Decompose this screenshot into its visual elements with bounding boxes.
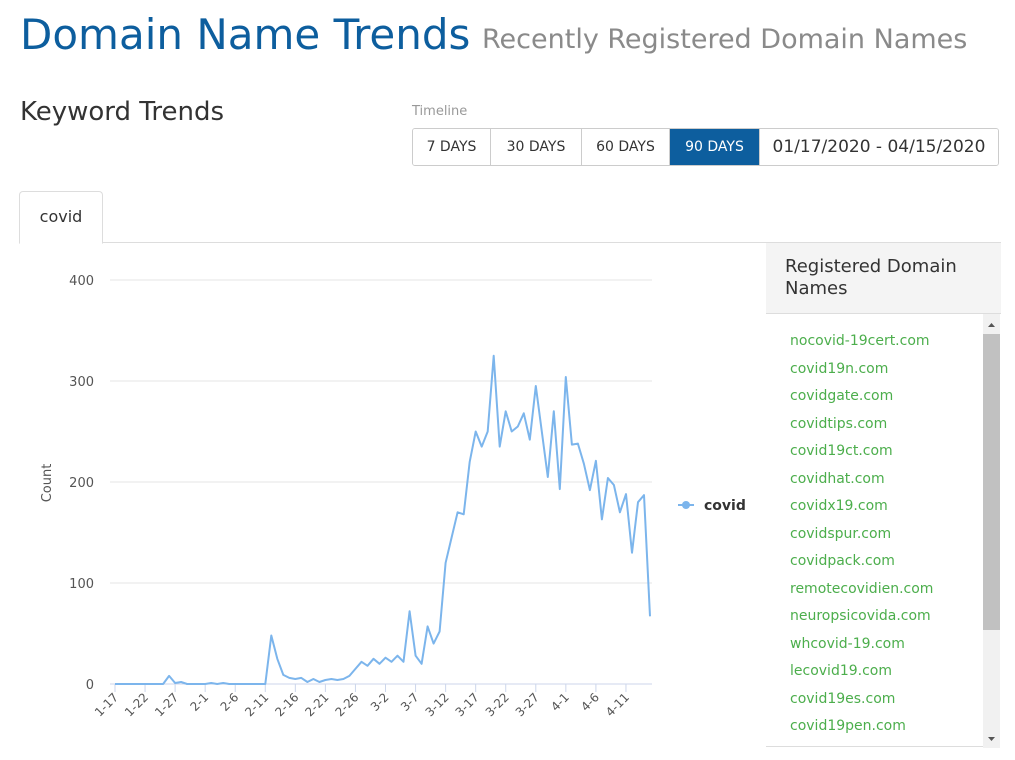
x-tick-label: 3-22: [483, 690, 512, 719]
domain-link[interactable]: covidhat.com: [790, 470, 885, 487]
x-tick-label: 2-1: [188, 690, 212, 714]
legend-marker: [682, 501, 690, 509]
y-tick-label: 100: [69, 577, 94, 592]
timeline-button[interactable]: 90 DAYS: [670, 129, 760, 165]
timeline-button[interactable]: 30 DAYS: [491, 129, 582, 165]
page-title: Domain Name Trends: [20, 10, 471, 59]
timeline-buttons: 7 DAYS 30 DAYS 60 DAYS 90 DAYS 01/17/2020 - …: [412, 128, 999, 166]
y-axis-label: Count: [40, 464, 55, 503]
timeline-button[interactable]: 7 DAYS: [413, 129, 491, 165]
x-tick-label: 3-12: [423, 690, 452, 719]
domain-link[interactable]: covidspur.com: [790, 525, 892, 542]
date-range[interactable]: 01/17/2020 - 04/15/2020: [760, 129, 998, 165]
timeline-label: Timeline: [412, 104, 468, 119]
domain-link[interactable]: covidx19.com: [790, 498, 888, 514]
scrollbar-thumb[interactable]: [983, 334, 1000, 630]
domain-link[interactable]: covid19n.com: [790, 360, 889, 377]
scroll-arrows[interactable]: [983, 316, 1000, 748]
x-tick-label: 4-1: [548, 690, 572, 714]
x-tick-label: 4-6: [578, 690, 602, 714]
data-line: [115, 354, 651, 685]
domain-link[interactable]: covidtips.com: [790, 415, 888, 432]
panel-title: Registered Domain Names: [785, 256, 957, 299]
x-tick-label: 3-17: [453, 690, 482, 719]
domain-list: nocovid-19cert.com covid19n.com covidgate.…: [766, 314, 983, 747]
domain-link[interactable]: covid19pen.com: [790, 718, 906, 734]
x-tick-label: 2-16: [272, 690, 301, 719]
chart: 0 100 200 300 400 Count 1-17 1-22 1-27 2-1 2-6 2-11…: [40, 274, 746, 719]
x-tick-label: 3-27: [513, 690, 542, 719]
y-tick-label: 0: [86, 678, 94, 693]
x-tick-label: 2-26: [332, 690, 361, 719]
y-tick-label: 200: [69, 476, 94, 491]
domain-link[interactable]: neuropsicovida.com: [790, 608, 931, 624]
domain-link[interactable]: covid19ct.com: [790, 443, 893, 459]
domain-link[interactable]: covidgate.com: [790, 388, 894, 404]
x-tick-label: 4-11: [603, 690, 632, 719]
y-tick-label: 300: [69, 375, 94, 390]
panel-header: [766, 243, 1001, 314]
x-tick-label: 3-7: [398, 690, 422, 714]
domain-link[interactable]: lecovid19.com: [790, 663, 892, 679]
x-tick-label: 1-27: [152, 690, 181, 719]
legend-label: covid: [704, 498, 746, 514]
domain-link[interactable]: covidpack.com: [790, 553, 895, 569]
x-tick-label: 3-2: [368, 690, 392, 714]
keyword-tab[interactable]: covid: [19, 191, 103, 244]
page-subtitle: Recently Registered Domain Names: [482, 24, 968, 55]
tab-rule: [19, 242, 1001, 243]
domain-link[interactable]: nocovid-19cert.com: [790, 333, 930, 349]
domain-link[interactable]: whcovid-19.com: [790, 635, 905, 652]
section-title: Keyword Trends: [20, 97, 225, 127]
domain-link[interactable]: remotecovidien.com: [790, 580, 934, 597]
x-tick-label: 2-6: [218, 690, 242, 714]
x-tick-label: 2-11: [242, 690, 271, 719]
y-tick-label: 400: [69, 274, 94, 289]
x-tick-label: 1-22: [122, 690, 151, 719]
timeline-button[interactable]: 60 DAYS: [582, 129, 670, 165]
domain-link[interactable]: covid19es.com: [790, 690, 896, 707]
x-tick-label: 1-17: [92, 690, 121, 719]
x-tick-label: 2-21: [302, 690, 331, 719]
